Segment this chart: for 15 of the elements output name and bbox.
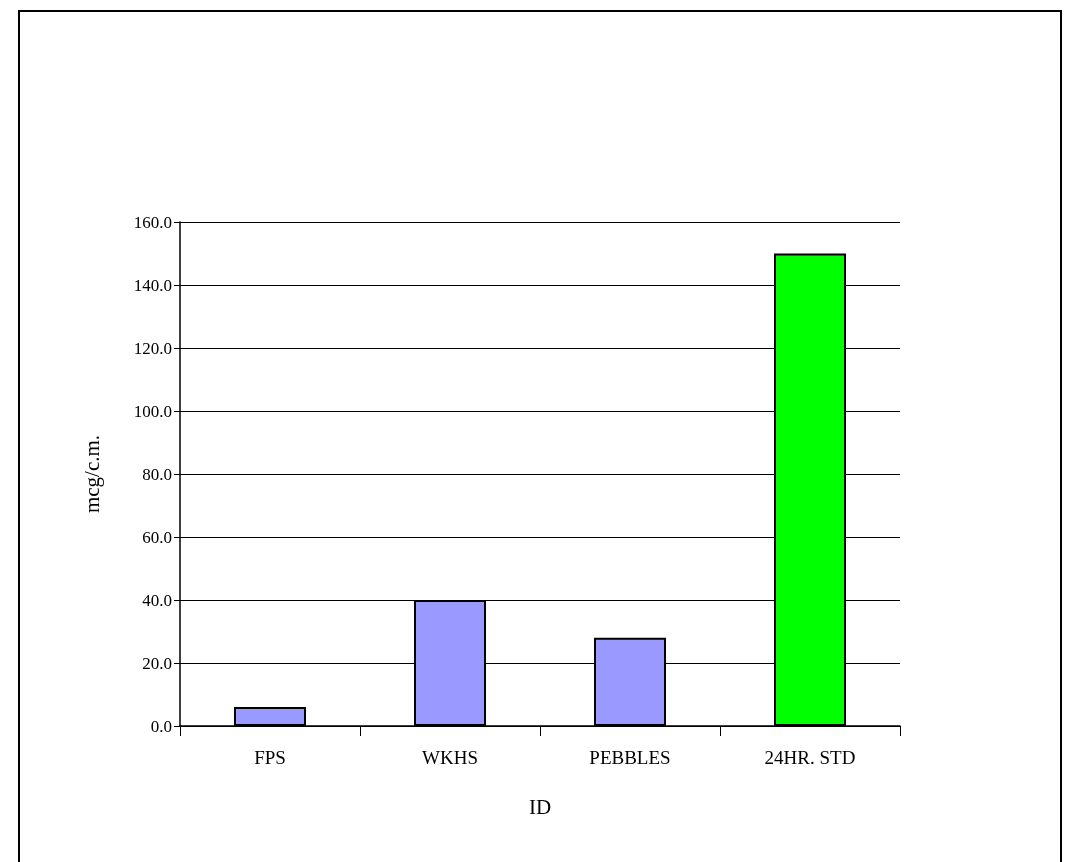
x-tick-label: WKHS [422,747,478,768]
x-tick-label: FPS [254,747,286,768]
x-axis-title: ID [528,794,552,819]
y-tick-label: 40.0 [142,590,172,610]
y-axis-title: mcg/c.m. [79,434,104,514]
y-tick-label: 0.0 [150,716,172,736]
y-tick-label: 60.0 [142,527,172,547]
y-tick-label: 160.0 [133,212,172,232]
y-tick-label: 120.0 [133,338,172,358]
y-tick-label: 140.0 [133,275,172,295]
y-tick-label: 80.0 [142,464,172,484]
y-tick-label: 100.0 [133,401,172,421]
y-tick-label: 20.0 [142,653,172,673]
x-tick-label: 24HR. STD [764,747,856,768]
x-tick-label: PEBBLES [589,747,671,768]
